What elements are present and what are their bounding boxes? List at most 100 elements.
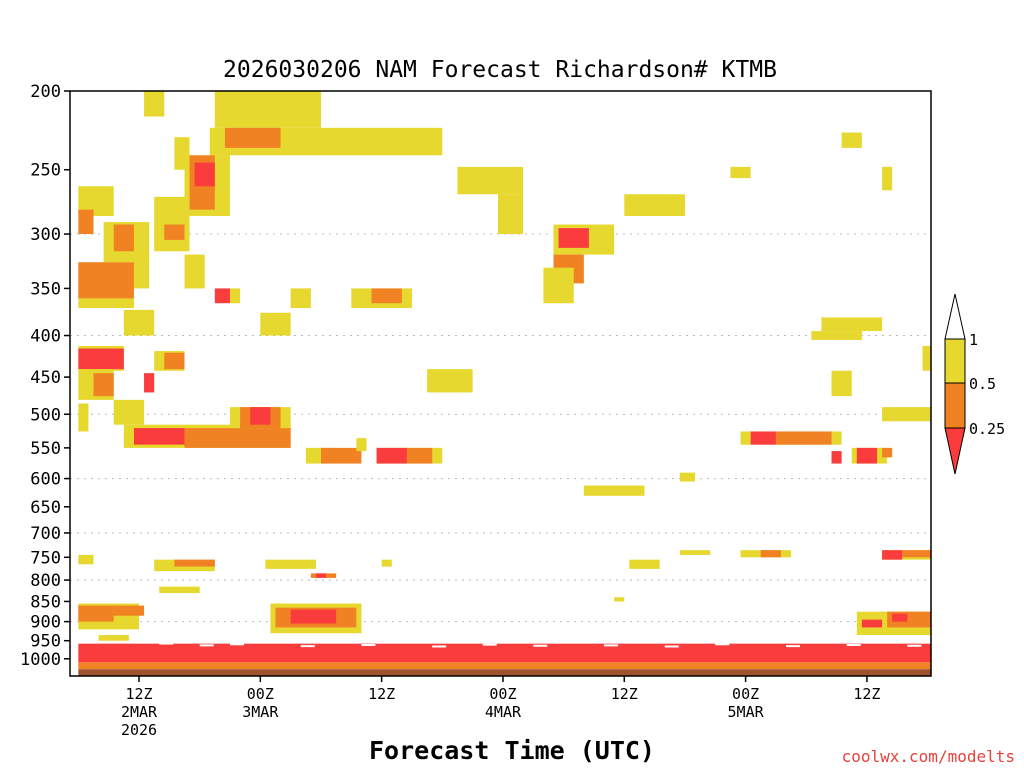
cell-85: [902, 550, 931, 558]
noise-5: [432, 645, 447, 648]
cell-23: [133, 256, 150, 289]
cell-79: [629, 559, 660, 569]
cell-44: [831, 370, 852, 397]
cell-95: [861, 619, 883, 628]
ytick-label-550: 550: [30, 439, 61, 459]
noise-6: [482, 643, 497, 646]
noise-8: [604, 644, 619, 647]
noise-10: [715, 643, 730, 646]
xtick-label-18-0: 00Z: [247, 685, 274, 703]
ytick-label-600: 600: [30, 470, 61, 490]
cell-57: [320, 447, 362, 464]
cell-35: [123, 309, 155, 336]
cell-78: [381, 559, 392, 567]
ytick-label-850: 850: [30, 592, 61, 612]
x-axis-label: Forecast Time (UTC): [369, 736, 655, 765]
cell-80: [679, 550, 711, 555]
legend-label-1: 1: [969, 331, 978, 349]
cell-72: [78, 554, 94, 565]
cell-82: [760, 550, 781, 558]
cell-8: [219, 199, 230, 213]
cell-84: [882, 550, 903, 560]
cell-55: [250, 407, 271, 425]
noise-0: [159, 642, 174, 645]
cell-29: [214, 288, 230, 304]
cell-48: [78, 403, 89, 432]
y-axis-ticks: 200 250 300 350 400 450 500 550 600 650 700 750 8008…: [20, 82, 70, 670]
chart-title: 2026030206 NAM Forecast Richardson# KTMB: [223, 57, 777, 83]
xtick-label-42-1: 4MAR: [485, 703, 522, 721]
cell-34: [260, 312, 291, 336]
xtick-label-6-0: 12Z: [125, 685, 152, 703]
cell-67: [856, 447, 878, 464]
cell-87: [78, 605, 114, 622]
cell-43: [144, 373, 155, 393]
heatmap-cells: [78, 91, 932, 676]
xtick-label-66-0: 00Z: [732, 685, 759, 703]
xtick-label-30-0: 12Z: [368, 685, 395, 703]
noise-3: [300, 645, 315, 648]
ytick-label-500: 500: [30, 405, 61, 425]
cell-33: [371, 288, 402, 304]
cell-75: [265, 559, 316, 569]
cell-71: [679, 472, 696, 482]
legend-swatch-lt0.25: [944, 427, 966, 475]
xtick-label-78-0: 12Z: [853, 685, 880, 703]
ytick-label-800: 800: [30, 571, 61, 591]
cell-98: [98, 635, 129, 641]
cell-39: [164, 352, 185, 370]
cell-77: [315, 573, 327, 578]
ytick-label-900: 900: [30, 613, 61, 633]
cell-42: [93, 373, 114, 397]
cell-26: [558, 228, 589, 248]
xtick-label-6-2: 2026: [121, 721, 157, 739]
cell-13: [841, 132, 862, 148]
cell-7: [194, 162, 215, 187]
cell-58: [356, 438, 367, 452]
legend-swatch-0.25-0.5: [944, 382, 966, 429]
noise-4: [361, 644, 376, 647]
plot-frame: [69, 90, 932, 677]
cell-51: [133, 428, 185, 445]
cell-11: [730, 166, 751, 179]
legend-label-0.25: 0.25: [969, 420, 1005, 438]
legend-label-0.5: 0.5: [969, 375, 996, 393]
cell-69: [882, 407, 931, 422]
cell-97: [892, 613, 908, 622]
ytick-label-950: 950: [30, 632, 61, 652]
ytick-label-450: 450: [30, 368, 61, 388]
cell-52: [184, 428, 291, 448]
noise-1: [199, 644, 214, 647]
ytick-label-350: 350: [30, 279, 61, 299]
legend-swatch-0.5-1: [944, 338, 966, 384]
cell-61: [406, 447, 433, 464]
cell-100: [78, 662, 932, 670]
cell-64: [775, 431, 832, 445]
cell-20: [164, 224, 185, 240]
cell-68: [882, 447, 893, 458]
cell-28: [543, 267, 574, 304]
cell-101: [78, 669, 932, 676]
noise-2: [229, 643, 244, 646]
cell-60: [376, 447, 407, 464]
noise-12: [846, 644, 861, 647]
xtick-label-54-0: 12Z: [611, 685, 638, 703]
cell-9: [457, 166, 524, 195]
legend-swatch-gt1: [944, 293, 966, 340]
cell-88: [113, 605, 145, 616]
cell-18: [113, 224, 134, 252]
xtick-label-18-1: 3MAR: [242, 703, 279, 721]
cell-19: [154, 196, 190, 252]
cell-24: [184, 254, 205, 289]
ytick-label-700: 700: [30, 524, 61, 544]
cell-92: [159, 586, 200, 594]
xtick-label-42-0: 00Z: [489, 685, 516, 703]
cell-70: [583, 485, 645, 496]
noise-11: [786, 645, 801, 648]
xtick-label-6-1: 2MAR: [121, 703, 158, 721]
xtick-label-66-1: 5MAR: [728, 703, 765, 721]
ytick-label-750: 750: [30, 548, 61, 568]
ytick-label-200: 200: [30, 82, 61, 102]
